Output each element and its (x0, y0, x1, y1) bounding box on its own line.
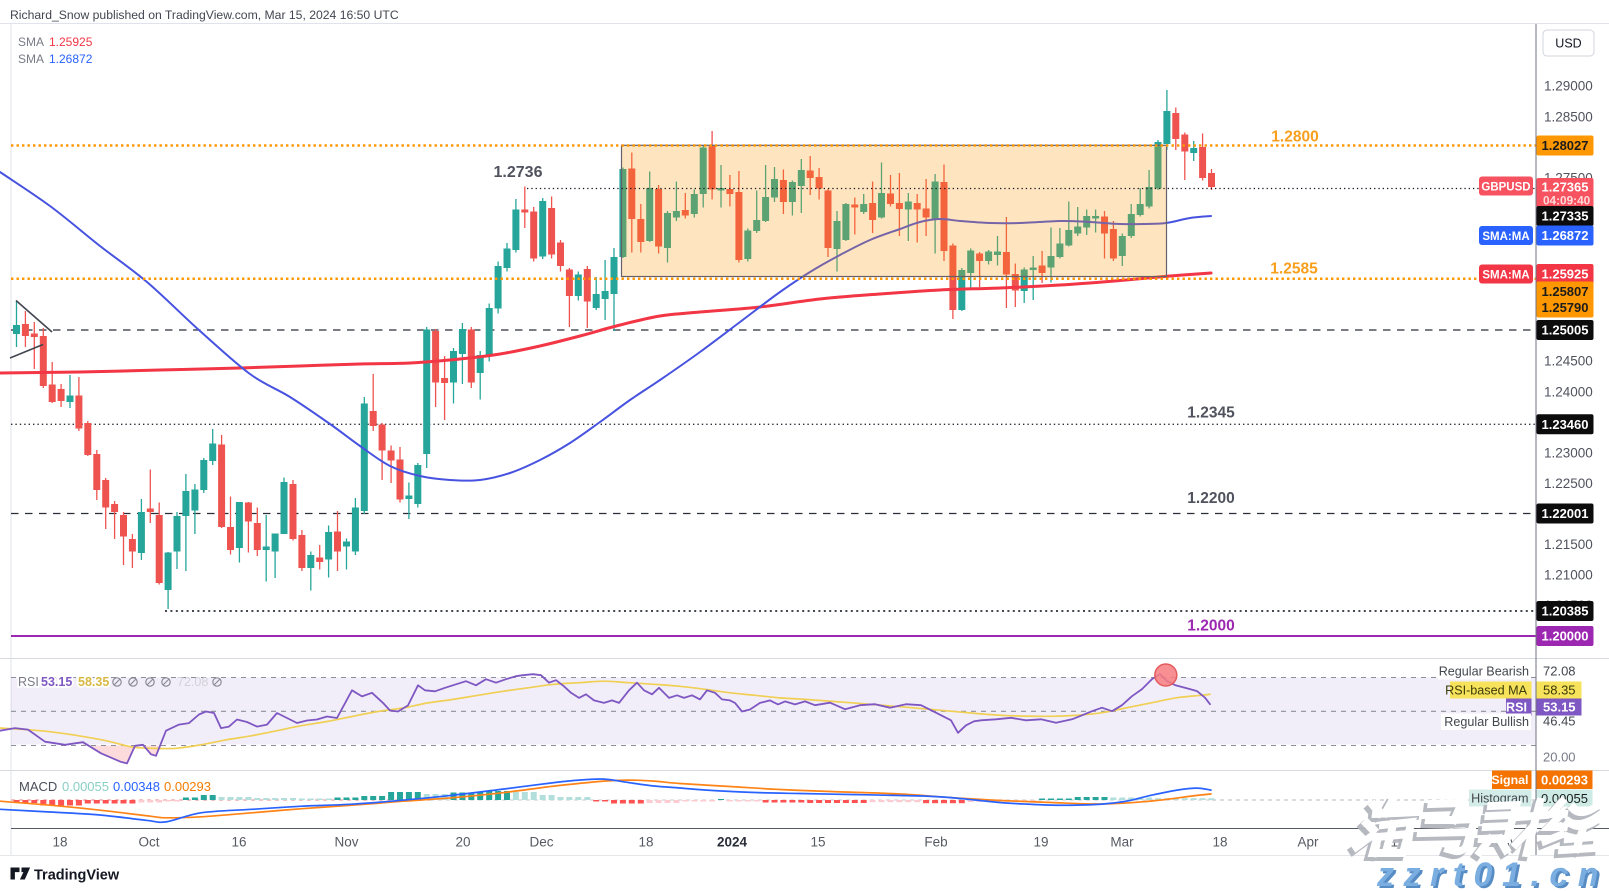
svg-text:1.27335: 1.27335 (1542, 209, 1589, 224)
svg-text:58.35: 58.35 (1543, 682, 1576, 697)
svg-text:Signal: Signal (1491, 773, 1528, 787)
svg-text:58.35: 58.35 (78, 675, 109, 689)
svg-text:1.28027: 1.28027 (1542, 138, 1589, 153)
svg-text:Oct: Oct (138, 835, 159, 850)
svg-text:0.00055: 0.00055 (1541, 791, 1588, 806)
svg-text:1.25925: 1.25925 (1542, 267, 1589, 282)
svg-text:1.2000: 1.2000 (1187, 618, 1234, 635)
svg-text:1.2736: 1.2736 (494, 164, 543, 181)
svg-text:72.08: 72.08 (1543, 664, 1576, 679)
svg-text:GBPUSD: GBPUSD (1481, 181, 1530, 193)
svg-text:1.20385: 1.20385 (1542, 604, 1589, 619)
svg-text:0.00348: 0.00348 (113, 779, 160, 794)
svg-text:SMA:MA: SMA:MA (1482, 231, 1529, 243)
svg-text:1.21500: 1.21500 (1544, 537, 1593, 552)
svg-text:16: 16 (231, 835, 246, 850)
svg-text:Nov: Nov (334, 835, 358, 850)
svg-text:1.22001: 1.22001 (1542, 506, 1589, 521)
svg-text:0.00293: 0.00293 (164, 779, 211, 794)
svg-text:zzrt01.cn: zzrt01.cn (1379, 858, 1609, 891)
svg-text:1.21000: 1.21000 (1544, 568, 1593, 583)
svg-text:18: 18 (638, 835, 653, 850)
svg-text:1.2585: 1.2585 (1270, 261, 1318, 278)
svg-text:1.2800: 1.2800 (1271, 129, 1318, 146)
svg-text:20.00: 20.00 (1543, 750, 1576, 765)
svg-text:0.00055: 0.00055 (62, 779, 109, 794)
svg-text:Feb: Feb (924, 835, 947, 850)
svg-text:1.22500: 1.22500 (1544, 476, 1593, 491)
svg-text:46.45: 46.45 (1543, 714, 1576, 729)
svg-text:Apr: Apr (1297, 835, 1319, 850)
svg-text:1.2200: 1.2200 (1187, 490, 1234, 507)
svg-text:1.24500: 1.24500 (1544, 354, 1593, 369)
svg-text:72.08: 72.08 (177, 675, 208, 689)
svg-text:1.25925: 1.25925 (49, 35, 93, 49)
svg-text:Dec: Dec (529, 835, 553, 850)
svg-text:zzrt01.cn: zzrt01.cn (1376, 856, 1608, 891)
svg-text:18: 18 (1212, 835, 1227, 850)
svg-text:RSI: RSI (18, 675, 39, 689)
svg-text:1.26872: 1.26872 (1542, 228, 1589, 243)
svg-text:RSI: RSI (1506, 700, 1527, 714)
svg-text:Regular Bullish: Regular Bullish (1444, 715, 1529, 729)
svg-text:2024: 2024 (717, 835, 748, 850)
svg-text:TradingView: TradingView (34, 868, 120, 884)
svg-text:Regular Bearish: Regular Bearish (1439, 665, 1529, 679)
svg-text:1.27365: 1.27365 (1542, 180, 1589, 195)
svg-text:USD: USD (1555, 37, 1581, 51)
svg-text:1.23460: 1.23460 (1542, 417, 1589, 432)
svg-text:Mar: Mar (1110, 835, 1134, 850)
svg-text:Richard_Snow published on Trad: Richard_Snow published on TradingView.co… (10, 8, 399, 22)
svg-text:0.00293: 0.00293 (1541, 772, 1588, 787)
svg-text:SMA: SMA (18, 35, 44, 49)
svg-text:1.20000: 1.20000 (1542, 629, 1589, 644)
svg-text:1.24000: 1.24000 (1544, 384, 1593, 399)
svg-text:53.15: 53.15 (41, 675, 72, 689)
svg-text:1.26872: 1.26872 (49, 52, 93, 66)
svg-text:1.25790: 1.25790 (1542, 300, 1589, 315)
svg-text:RSI-based MA: RSI-based MA (1445, 683, 1527, 697)
svg-text:53.15: 53.15 (1543, 699, 1576, 714)
svg-text:20: 20 (455, 835, 470, 850)
svg-text:19: 19 (1033, 835, 1048, 850)
svg-text:04:09:40: 04:09:40 (1543, 193, 1591, 207)
svg-text:SMA: SMA (18, 52, 44, 66)
svg-text:18: 18 (52, 835, 67, 850)
svg-text:1.25005: 1.25005 (1542, 323, 1589, 338)
svg-text:1.25807: 1.25807 (1542, 284, 1589, 299)
svg-text:1.2345: 1.2345 (1187, 405, 1235, 422)
svg-text:1.29000: 1.29000 (1544, 79, 1593, 94)
svg-text:SMA:MA: SMA:MA (1482, 269, 1529, 281)
svg-text:1.28500: 1.28500 (1544, 109, 1593, 124)
svg-text:15: 15 (810, 835, 825, 850)
svg-text:1.23000: 1.23000 (1544, 445, 1593, 460)
svg-text:MACD: MACD (19, 779, 57, 794)
